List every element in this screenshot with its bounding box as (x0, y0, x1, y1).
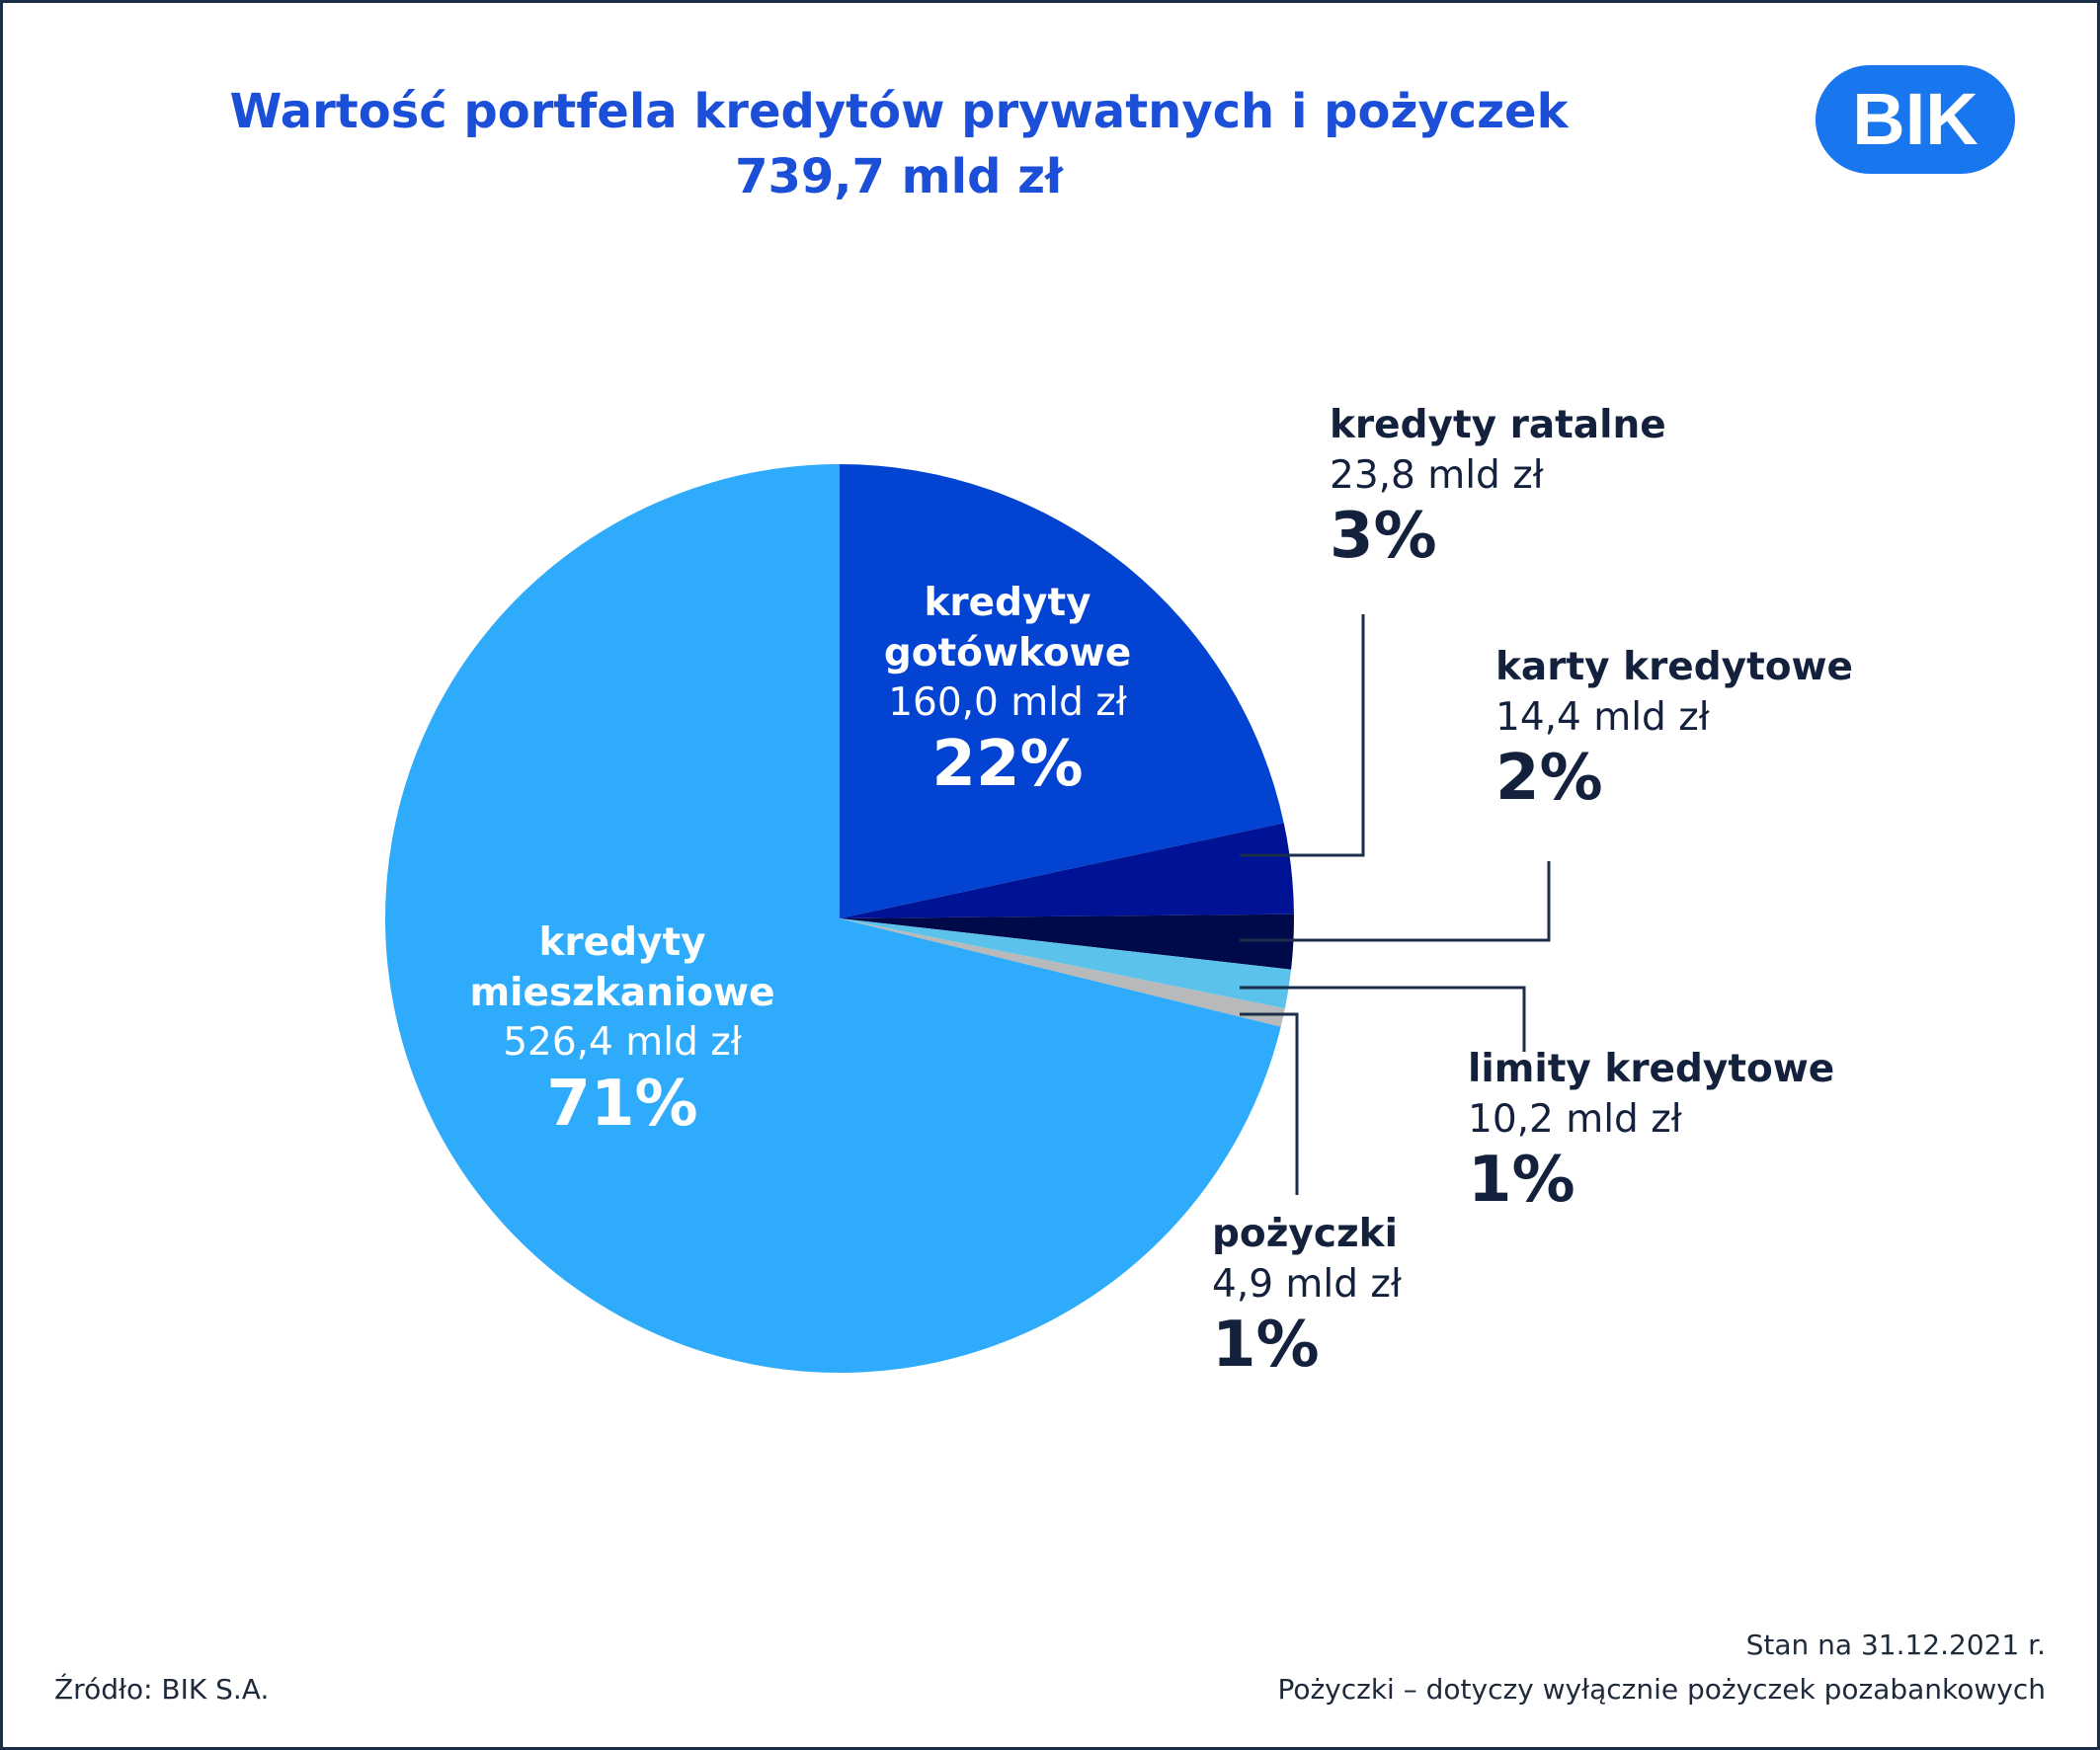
bik-logo: BIK (1816, 65, 2015, 174)
leader-line-karty (1240, 861, 1551, 942)
label-limity-kredytowe: limity kredytowe 10,2 mld zł 1% (1468, 1045, 1834, 1218)
label-pozyczki: pożyczki 4,9 mld zł 1% (1212, 1210, 1402, 1383)
label-karty-percent: 2% (1495, 742, 1603, 816)
label-pozyczki-percent: 1% (1212, 1309, 1320, 1383)
leader-line-ratalne (1240, 614, 1365, 857)
label-ratalne-percent: 3% (1330, 500, 1437, 574)
label-mieszkaniowe-name-1: kredyty (538, 920, 706, 965)
label-mieszkaniowe-percent: 71% (546, 1068, 698, 1142)
label-karty-value: 14,4 mld zł (1495, 694, 1710, 740)
label-ratalne-value: 23,8 mld zł (1330, 452, 1544, 498)
label-kredyty-mieszkaniowe: kredyty mieszkaniowe 526,4 mld zł 71% (454, 918, 790, 1142)
label-gotowkowe-value: 160,0 mld zł (888, 680, 1127, 726)
leader-line-limity (1240, 986, 1526, 1052)
bik-logo-bar (1870, 65, 1961, 174)
pie-slice-gotowkowe (840, 464, 1284, 918)
label-mieszkaniowe-value: 526,4 mld zł (503, 1020, 742, 1066)
pie-slice-ratalne (840, 823, 1294, 918)
label-ratalne-name: kredyty ratalne (1330, 403, 1666, 447)
chart-title: Wartość portfela kredytów prywatnych i p… (0, 79, 1798, 209)
label-kredyty-gotowkowe: kredyty gotówkowe 160,0 mld zł 22% (859, 579, 1156, 802)
label-limity-value: 10,2 mld zł (1468, 1096, 1682, 1142)
footer-note: Pożyczki – dotyczy wyłącznie pożyczek po… (1277, 1673, 2046, 1706)
chart-title-line2: 739,7 mld zł (735, 149, 1063, 204)
label-pozyczki-value: 4,9 mld zł (1212, 1261, 1402, 1307)
label-gotowkowe-percent: 22% (931, 728, 1084, 802)
pie-slice-pozyczki (840, 918, 1285, 1027)
bik-logo-text: BIK (1852, 78, 1978, 160)
pie-slice-limity (840, 918, 1292, 1009)
leader-line-pozyczki (1240, 1012, 1299, 1195)
label-kredyty-ratalne: kredyty ratalne 23,8 mld zł 3% (1330, 401, 1666, 574)
label-karty-name: karty kredytowe (1495, 645, 1854, 689)
label-limity-name: limity kredytowe (1468, 1047, 1835, 1091)
label-karty-kredytowe: karty kredytowe 14,4 mld zł 2% (1495, 643, 1853, 816)
footer-date: Stan na 31.12.2021 r. (1745, 1629, 2046, 1661)
chart-title-line1: Wartość portfela kredytów prywatnych i p… (229, 84, 1569, 139)
label-gotowkowe-name-1: kredyty (924, 581, 1091, 625)
pie-slice-karty (840, 914, 1295, 970)
label-limity-percent: 1% (1468, 1144, 1575, 1218)
label-mieszkaniowe-name-2: mieszkaniowe (469, 970, 775, 1015)
footer-source: Źródło: BIK S.A. (54, 1673, 270, 1706)
label-pozyczki-name: pożyczki (1212, 1212, 1398, 1256)
pie-slice-mieszkaniowe (384, 464, 1281, 1373)
label-gotowkowe-name-2: gotówkowe (883, 630, 1132, 676)
